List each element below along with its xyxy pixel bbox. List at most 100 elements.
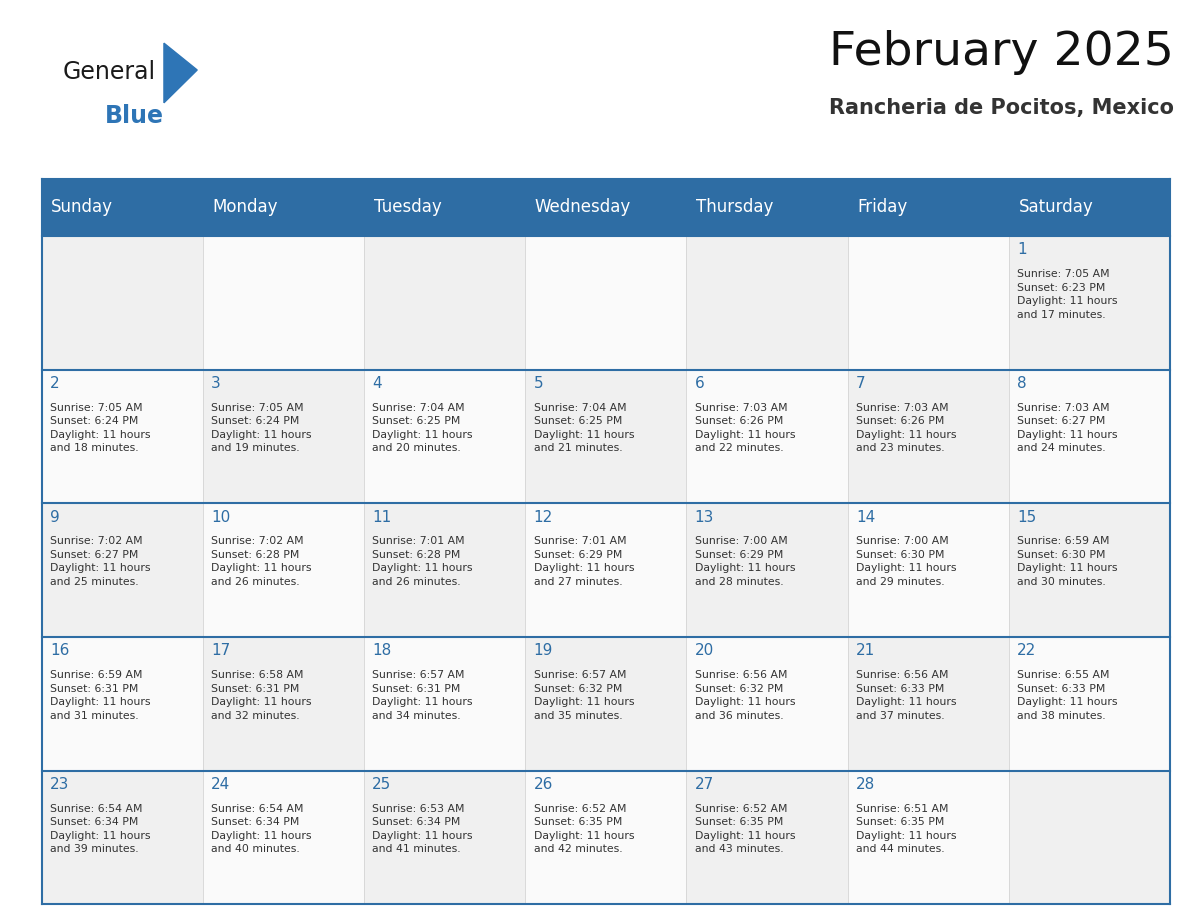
Bar [203,503,364,637]
Text: Sunrise: 7:02 AM
Sunset: 6:28 PM
Daylight: 11 hours
and 26 minutes.: Sunrise: 7:02 AM Sunset: 6:28 PM Dayligh… [211,536,311,588]
Bar [687,236,848,370]
Polygon shape [164,43,197,103]
Text: 1: 1 [1017,242,1026,257]
Text: Sunrise: 7:03 AM
Sunset: 6:26 PM
Daylight: 11 hours
and 23 minutes.: Sunrise: 7:03 AM Sunset: 6:26 PM Dayligh… [857,403,956,453]
Text: Sunrise: 7:00 AM
Sunset: 6:29 PM
Daylight: 11 hours
and 28 minutes.: Sunrise: 7:00 AM Sunset: 6:29 PM Dayligh… [695,536,795,588]
Text: 11: 11 [372,509,392,525]
Text: 9: 9 [50,509,59,525]
Text: Sunrise: 6:58 AM
Sunset: 6:31 PM
Daylight: 11 hours
and 32 minutes.: Sunrise: 6:58 AM Sunset: 6:31 PM Dayligh… [211,670,311,721]
Bar [364,770,525,904]
Text: 8: 8 [1017,376,1026,391]
Text: Sunrise: 7:04 AM
Sunset: 6:25 PM
Daylight: 11 hours
and 20 minutes.: Sunrise: 7:04 AM Sunset: 6:25 PM Dayligh… [372,403,473,453]
Text: Sunrise: 6:51 AM
Sunset: 6:35 PM
Daylight: 11 hours
and 44 minutes.: Sunrise: 6:51 AM Sunset: 6:35 PM Dayligh… [857,803,956,855]
Text: Monday: Monday [213,198,278,217]
Text: Sunrise: 6:59 AM
Sunset: 6:31 PM
Daylight: 11 hours
and 31 minutes.: Sunrise: 6:59 AM Sunset: 6:31 PM Dayligh… [50,670,151,721]
Text: 25: 25 [372,777,392,792]
Bar [364,370,525,503]
Bar [848,503,1009,637]
Text: 17: 17 [211,644,230,658]
Text: Sunrise: 7:04 AM
Sunset: 6:25 PM
Daylight: 11 hours
and 21 minutes.: Sunrise: 7:04 AM Sunset: 6:25 PM Dayligh… [533,403,634,453]
Text: Sunrise: 6:56 AM
Sunset: 6:32 PM
Daylight: 11 hours
and 36 minutes.: Sunrise: 6:56 AM Sunset: 6:32 PM Dayligh… [695,670,795,721]
Text: Sunrise: 7:03 AM
Sunset: 6:27 PM
Daylight: 11 hours
and 24 minutes.: Sunrise: 7:03 AM Sunset: 6:27 PM Dayligh… [1017,403,1118,453]
Bar [1009,770,1170,904]
Bar [42,637,203,770]
Bar [203,236,364,370]
Text: 22: 22 [1017,644,1036,658]
Bar [203,637,364,770]
Text: Sunrise: 6:55 AM
Sunset: 6:33 PM
Daylight: 11 hours
and 38 minutes.: Sunrise: 6:55 AM Sunset: 6:33 PM Dayligh… [1017,670,1118,721]
Text: Sunday: Sunday [51,198,113,217]
Bar [687,637,848,770]
Text: Sunrise: 6:53 AM
Sunset: 6:34 PM
Daylight: 11 hours
and 41 minutes.: Sunrise: 6:53 AM Sunset: 6:34 PM Dayligh… [372,803,473,855]
Text: Wednesday: Wednesday [535,198,631,217]
Bar [525,770,687,904]
Text: 28: 28 [857,777,876,792]
Text: 5: 5 [533,376,543,391]
Text: Blue: Blue [105,104,164,128]
Text: Sunrise: 6:57 AM
Sunset: 6:31 PM
Daylight: 11 hours
and 34 minutes.: Sunrise: 6:57 AM Sunset: 6:31 PM Dayligh… [372,670,473,721]
Text: Sunrise: 7:01 AM
Sunset: 6:28 PM
Daylight: 11 hours
and 26 minutes.: Sunrise: 7:01 AM Sunset: 6:28 PM Dayligh… [372,536,473,588]
Text: Sunrise: 6:59 AM
Sunset: 6:30 PM
Daylight: 11 hours
and 30 minutes.: Sunrise: 6:59 AM Sunset: 6:30 PM Dayligh… [1017,536,1118,588]
Text: 21: 21 [857,644,876,658]
Text: Sunrise: 6:52 AM
Sunset: 6:35 PM
Daylight: 11 hours
and 42 minutes.: Sunrise: 6:52 AM Sunset: 6:35 PM Dayligh… [533,803,634,855]
Bar [1009,370,1170,503]
Bar [848,637,1009,770]
Bar [848,370,1009,503]
Text: Sunrise: 6:56 AM
Sunset: 6:33 PM
Daylight: 11 hours
and 37 minutes.: Sunrise: 6:56 AM Sunset: 6:33 PM Dayligh… [857,670,956,721]
Text: Sunrise: 7:02 AM
Sunset: 6:27 PM
Daylight: 11 hours
and 25 minutes.: Sunrise: 7:02 AM Sunset: 6:27 PM Dayligh… [50,536,151,588]
Text: Rancheria de Pocitos, Mexico: Rancheria de Pocitos, Mexico [829,98,1174,118]
Text: Sunrise: 6:57 AM
Sunset: 6:32 PM
Daylight: 11 hours
and 35 minutes.: Sunrise: 6:57 AM Sunset: 6:32 PM Dayligh… [533,670,634,721]
Text: 6: 6 [695,376,704,391]
Bar [1009,503,1170,637]
Bar [42,179,1170,236]
Text: Saturday: Saturday [1018,198,1093,217]
Bar [364,503,525,637]
Bar [525,503,687,637]
Text: Sunrise: 7:03 AM
Sunset: 6:26 PM
Daylight: 11 hours
and 22 minutes.: Sunrise: 7:03 AM Sunset: 6:26 PM Dayligh… [695,403,795,453]
Text: 27: 27 [695,777,714,792]
Bar [203,770,364,904]
Bar [42,770,203,904]
Bar [1009,236,1170,370]
Text: 19: 19 [533,644,552,658]
Text: February 2025: February 2025 [829,30,1174,75]
Text: 10: 10 [211,509,230,525]
Text: 7: 7 [857,376,866,391]
Bar [203,370,364,503]
Text: Sunrise: 7:01 AM
Sunset: 6:29 PM
Daylight: 11 hours
and 27 minutes.: Sunrise: 7:01 AM Sunset: 6:29 PM Dayligh… [533,536,634,588]
Bar [42,236,203,370]
Bar [525,637,687,770]
Text: 13: 13 [695,509,714,525]
Bar [42,503,203,637]
Text: Sunrise: 7:05 AM
Sunset: 6:24 PM
Daylight: 11 hours
and 18 minutes.: Sunrise: 7:05 AM Sunset: 6:24 PM Dayligh… [50,403,151,453]
Text: 24: 24 [211,777,230,792]
Text: 18: 18 [372,644,392,658]
Bar [525,370,687,503]
Text: 2: 2 [50,376,59,391]
Text: 3: 3 [211,376,221,391]
Text: 16: 16 [50,644,69,658]
Text: Sunrise: 7:00 AM
Sunset: 6:30 PM
Daylight: 11 hours
and 29 minutes.: Sunrise: 7:00 AM Sunset: 6:30 PM Dayligh… [857,536,956,588]
Text: 14: 14 [857,509,876,525]
Text: 12: 12 [533,509,552,525]
Text: General: General [63,60,156,84]
Bar [687,770,848,904]
Bar [42,370,203,503]
Bar [364,236,525,370]
Bar [848,770,1009,904]
Text: Tuesday: Tuesday [373,198,441,217]
Text: Sunrise: 6:54 AM
Sunset: 6:34 PM
Daylight: 11 hours
and 40 minutes.: Sunrise: 6:54 AM Sunset: 6:34 PM Dayligh… [211,803,311,855]
Text: 4: 4 [372,376,383,391]
Text: 23: 23 [50,777,69,792]
Text: Thursday: Thursday [696,198,773,217]
Bar [364,637,525,770]
Text: Friday: Friday [858,198,908,217]
Bar [848,236,1009,370]
Bar [687,503,848,637]
Text: Sunrise: 6:52 AM
Sunset: 6:35 PM
Daylight: 11 hours
and 43 minutes.: Sunrise: 6:52 AM Sunset: 6:35 PM Dayligh… [695,803,795,855]
Text: Sunrise: 7:05 AM
Sunset: 6:23 PM
Daylight: 11 hours
and 17 minutes.: Sunrise: 7:05 AM Sunset: 6:23 PM Dayligh… [1017,269,1118,319]
Text: 15: 15 [1017,509,1036,525]
Text: Sunrise: 7:05 AM
Sunset: 6:24 PM
Daylight: 11 hours
and 19 minutes.: Sunrise: 7:05 AM Sunset: 6:24 PM Dayligh… [211,403,311,453]
Bar [1009,637,1170,770]
Text: 20: 20 [695,644,714,658]
